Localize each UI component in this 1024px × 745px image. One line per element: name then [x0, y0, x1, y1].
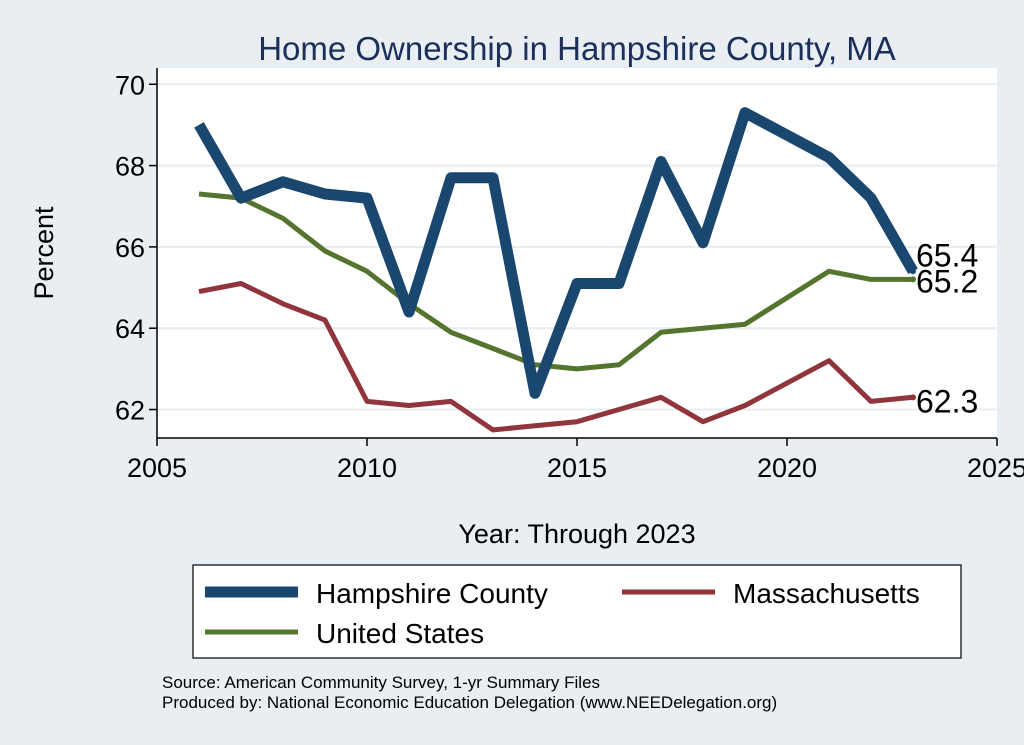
end-point [910, 268, 916, 275]
legend: Hampshire County Massachusetts United St… [192, 564, 962, 659]
producer-note: Produced by: National Economic Education… [162, 693, 777, 712]
series-line-hampshire-county [194, 107, 918, 399]
y-ticks: 62 64 66 68 70 [115, 70, 157, 426]
y-axis-title: Percent [29, 206, 59, 300]
end-label: 65.4 [916, 237, 978, 273]
plot-area [157, 68, 997, 438]
series-line-massachusetts [198, 281, 914, 433]
x-tick-label: 2005 [127, 453, 187, 483]
grid-lines [157, 83, 997, 411]
y-tick-label: 68 [115, 152, 145, 182]
source-note: Source: American Community Survey, 1-yr … [162, 673, 600, 692]
x-tick-label: 2010 [337, 453, 397, 483]
legend-label-hampshire: Hampshire County [316, 578, 548, 609]
series-lines [194, 107, 918, 433]
y-tick-label: 66 [115, 233, 145, 263]
chart-title: Home Ownership in Hampshire County, MA [258, 30, 896, 67]
x-ticks: 2005 2010 2015 2020 2025 [127, 438, 1024, 483]
y-tick-label: 64 [115, 314, 145, 344]
x-axis-title: Year: Through 2023 [458, 519, 695, 549]
legend-label-massachusetts: Massachusetts [733, 578, 920, 609]
end-label: 62.3 [916, 383, 978, 419]
end-point [910, 394, 916, 401]
end-label: 65.2 [916, 263, 978, 299]
y-tick-label: 70 [115, 70, 145, 100]
y-tick-label: 62 [115, 396, 145, 426]
legend-label-us: United States [316, 618, 484, 649]
legend-box [192, 564, 962, 659]
end-labels: 65.4 62.3 65.2 [916, 237, 978, 419]
x-tick-label: 2025 [967, 453, 1024, 483]
x-tick-label: 2015 [547, 453, 607, 483]
end-point [910, 276, 916, 283]
x-tick-label: 2020 [757, 453, 817, 483]
